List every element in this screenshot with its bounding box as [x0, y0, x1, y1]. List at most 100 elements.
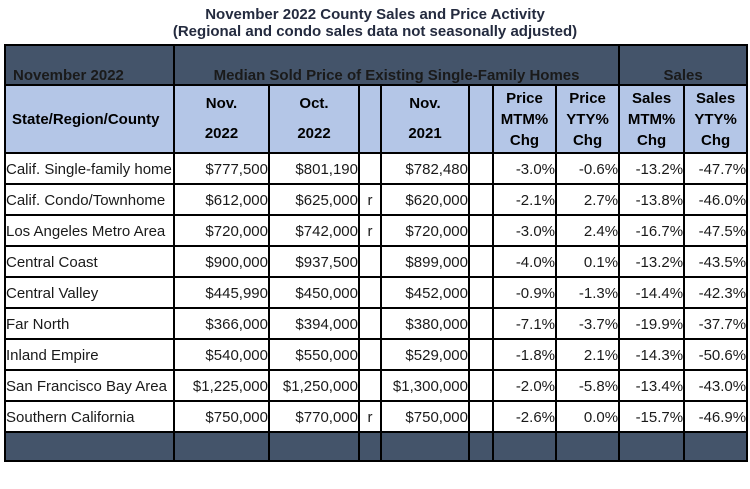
- price-yty-chg-cell: -0.6%: [554, 152, 621, 185]
- col-header-nov-2022: Nov. 2022: [173, 84, 270, 154]
- report-title: November 2022 County Sales and Price Act…: [0, 0, 750, 40]
- sales-yty-chg-cell: -42.3%: [683, 276, 749, 309]
- region-name-cell: Inland Empire: [4, 338, 175, 371]
- region-name-cell: Southern California: [4, 400, 175, 433]
- col-header-oct-2022: Oct. 2022: [268, 84, 360, 154]
- table-row: Central Valley $445,990 $450,000 $452,00…: [4, 276, 749, 309]
- sales-mtm-chg-cell: -13.4%: [618, 369, 686, 402]
- table-row: Far North $366,000 $394,000 $380,000 -7.…: [4, 307, 749, 340]
- sales-mtm-chg-cell: -14.4%: [618, 276, 686, 309]
- oct-2022-price-cell: $742,000: [268, 214, 360, 247]
- spacer-cell: [468, 245, 494, 278]
- revision-flag-cell: [358, 307, 382, 340]
- table-row: Southern California $750,000 $770,000 r …: [4, 400, 749, 433]
- table-row: San Francisco Bay Area $1,225,000 $1,250…: [4, 369, 749, 402]
- footer-cell: [358, 431, 382, 462]
- revision-flag-cell: [358, 245, 382, 278]
- table-row: Calif. Single-family home $777,500 $801,…: [4, 152, 749, 185]
- spacer-cell: [468, 400, 494, 433]
- sales-section-header: Sales: [618, 44, 749, 86]
- nov-2021-price-cell: $899,000: [380, 245, 470, 278]
- nov-2021-price-cell: $1,300,000: [380, 369, 470, 402]
- nov-2021-price-cell: $380,000: [380, 307, 470, 340]
- price-yty-chg-cell: 0.0%: [554, 400, 621, 433]
- region-name-cell: Central Coast: [4, 245, 175, 278]
- price-mtm-chg-cell: -2.6%: [492, 400, 557, 433]
- period-label: November 2022: [4, 44, 175, 86]
- oct-2022-price-cell: $450,000: [268, 276, 360, 309]
- oct-2022-price-cell: $625,000: [268, 183, 360, 216]
- sales-yty-chg-cell: -47.5%: [683, 214, 749, 247]
- table-row: Los Angeles Metro Area $720,000 $742,000…: [4, 214, 749, 247]
- price-yty-chg-cell: -5.8%: [554, 369, 621, 402]
- price-mtm-chg-cell: -0.9%: [492, 276, 557, 309]
- spacer-cell: [468, 183, 494, 216]
- spacer-cell: [468, 152, 494, 185]
- revision-flag-cell: r: [358, 400, 382, 433]
- region-name-cell: San Francisco Bay Area: [4, 369, 175, 402]
- region-name-cell: Calif. Single-family home: [4, 152, 175, 185]
- nov-2022-price-cell: $750,000: [173, 400, 270, 433]
- region-name-cell: Central Valley: [4, 276, 175, 309]
- sales-mtm-chg-cell: -13.8%: [618, 183, 686, 216]
- nov-2022-price-cell: $445,990: [173, 276, 270, 309]
- price-yty-chg-cell: -3.7%: [554, 307, 621, 340]
- footer-cell: [268, 431, 360, 462]
- oct-2022-price-cell: $801,190: [268, 152, 360, 185]
- region-name-cell: Calif. Condo/Townhome: [4, 183, 175, 216]
- nov-2022-price-cell: $720,000: [173, 214, 270, 247]
- region-name-cell: Far North: [4, 307, 175, 340]
- revision-flag-cell: r: [358, 183, 382, 216]
- table-row: Inland Empire $540,000 $550,000 $529,000…: [4, 338, 749, 371]
- nov-2021-price-cell: $529,000: [380, 338, 470, 371]
- revision-flag-cell: [358, 369, 382, 402]
- nov-2022-price-cell: $900,000: [173, 245, 270, 278]
- nov-2021-price-cell: $720,000: [380, 214, 470, 247]
- report-title-line2: (Regional and condo sales data not seaso…: [172, 23, 578, 40]
- nov-2022-price-cell: $777,500: [173, 152, 270, 185]
- col-header-price-yty-chg: Price YTY% Chg: [554, 84, 621, 154]
- nov-2022-price-cell: $612,000: [173, 183, 270, 216]
- col-header-sales-yty-chg: Sales YTY% Chg: [683, 84, 749, 154]
- nov-2022-price-cell: $366,000: [173, 307, 270, 340]
- oct-2022-price-cell: $770,000: [268, 400, 360, 433]
- spacer-cell: [468, 276, 494, 309]
- oct-2022-price-cell: $937,500: [268, 245, 360, 278]
- sales-mtm-chg-cell: -15.7%: [618, 400, 686, 433]
- price-yty-chg-cell: 2.1%: [554, 338, 621, 371]
- price-section-header: Median Sold Price of Existing Single-Fam…: [172, 44, 621, 86]
- sales-yty-chg-cell: -50.6%: [683, 338, 749, 371]
- spacer-cell: [468, 307, 494, 340]
- footer-cell: [380, 431, 470, 462]
- col-header-revision-flag-2: [468, 84, 494, 154]
- col-header-revision-flag: [358, 84, 382, 154]
- oct-2022-price-cell: $550,000: [268, 338, 360, 371]
- price-mtm-chg-cell: -2.1%: [492, 183, 557, 216]
- sales-mtm-chg-cell: -16.7%: [618, 214, 686, 247]
- nov-2021-price-cell: $452,000: [380, 276, 470, 309]
- col-header-region: State/Region/County: [4, 84, 175, 154]
- price-mtm-chg-cell: -2.0%: [492, 369, 557, 402]
- revision-flag-cell: [358, 338, 382, 371]
- sales-mtm-chg-cell: -13.2%: [618, 245, 686, 278]
- region-name-cell: Los Angeles Metro Area: [4, 214, 175, 247]
- spacer-cell: [468, 338, 494, 371]
- revision-flag-cell: [358, 276, 382, 309]
- spacer-cell: [468, 214, 494, 247]
- nov-2022-price-cell: $1,225,000: [173, 369, 270, 402]
- footer-cell: [492, 431, 557, 462]
- footer-cell: [683, 431, 749, 462]
- price-mtm-chg-cell: -3.0%: [492, 214, 557, 247]
- sales-mtm-chg-cell: -14.3%: [618, 338, 686, 371]
- col-header-sales-mtm-chg: Sales MTM% Chg: [618, 84, 686, 154]
- price-yty-chg-cell: 2.4%: [554, 214, 621, 247]
- nov-2021-price-cell: $782,480: [380, 152, 470, 185]
- oct-2022-price-cell: $394,000: [268, 307, 360, 340]
- sales-yty-chg-cell: -37.7%: [683, 307, 749, 340]
- price-yty-chg-cell: 2.7%: [554, 183, 621, 216]
- col-header-price-mtm-chg: Price MTM% Chg: [492, 84, 557, 154]
- price-mtm-chg-cell: -1.8%: [492, 338, 557, 371]
- sales-yty-chg-cell: -46.0%: [683, 183, 749, 216]
- footer-band-row: [4, 431, 749, 462]
- revision-flag-cell: [358, 152, 382, 185]
